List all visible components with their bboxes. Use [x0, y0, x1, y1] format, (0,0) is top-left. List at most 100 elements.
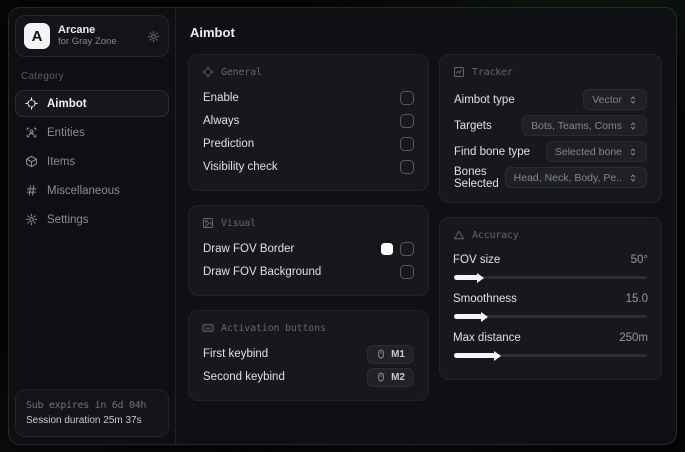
- keybind-value: M1: [391, 348, 405, 360]
- always-checkbox[interactable]: [400, 114, 414, 128]
- triangle-icon: [454, 230, 464, 240]
- max-distance-slider[interactable]: [454, 350, 647, 361]
- activation-buttons-card: Activation buttons First keybind M1 Seco…: [188, 310, 429, 401]
- setting-row-fov-border: Draw FOV Border: [202, 238, 415, 260]
- sidebar-item-label: Miscellaneous: [47, 184, 120, 197]
- sidebar-nav: Aimbot Entities Items Miscellaneous Sett…: [15, 90, 169, 233]
- first-keybind-button[interactable]: M1: [367, 344, 414, 364]
- gear-icon[interactable]: [147, 30, 160, 43]
- sub-expires-text: Sub expires in 6d 04h: [26, 400, 147, 411]
- crosshair-icon: [25, 97, 38, 110]
- enable-checkbox[interactable]: [400, 91, 414, 105]
- card-title: Accuracy: [472, 229, 519, 241]
- tracker-card: Tracker Aimbot type Vector Targets: [439, 54, 662, 203]
- setting-row-prediction: Prediction: [202, 133, 415, 155]
- keyboard-icon: [202, 324, 214, 332]
- setting-label: First keybind: [203, 348, 269, 360]
- fov-size-value: 50°: [630, 254, 648, 266]
- sidebar-item-items[interactable]: Items: [15, 148, 169, 175]
- bones-selected-dropdown[interactable]: Head, Neck, Body, Pe..: [504, 167, 647, 188]
- chevrons-up-down-icon: [630, 174, 636, 181]
- setting-row-aimbot-type: Aimbot type Vector: [453, 87, 648, 112]
- prediction-checkbox[interactable]: [400, 137, 414, 151]
- setting-row-enable: Enable: [202, 87, 415, 109]
- general-card: General Enable Always Prediction: [188, 54, 429, 191]
- session-duration-text: Session duration 25m 37s: [26, 415, 142, 426]
- setting-label: Always: [203, 115, 240, 127]
- setting-label: Find bone type: [454, 145, 531, 158]
- fov-background-checkbox[interactable]: [400, 265, 414, 279]
- dropdown-value: Head, Neck, Body, Pe..: [513, 171, 622, 184]
- brand-logo: A: [24, 23, 50, 49]
- dropdown-value: Bots, Teams, Coms: [531, 119, 622, 132]
- sidebar-item-miscellaneous[interactable]: Miscellaneous: [15, 177, 169, 204]
- setting-label: Smoothness: [453, 293, 517, 305]
- smoothness-value: 15.0: [625, 293, 648, 305]
- card-title: Visual: [221, 217, 256, 229]
- max-distance-value: 250m: [619, 332, 648, 344]
- accuracy-card: Accuracy FOV size 50°: [439, 217, 662, 380]
- fov-border-checkbox[interactable]: [400, 242, 414, 256]
- slider-fill: [454, 311, 488, 322]
- sidebar-item-entities[interactable]: Entities: [15, 119, 169, 146]
- gear-icon: [25, 213, 38, 226]
- brand-name: Arcane: [58, 24, 96, 37]
- dropdown-value: Selected bone: [554, 145, 622, 158]
- setting-row-always: Always: [202, 110, 415, 132]
- user-scan-icon: [26, 127, 37, 138]
- smoothness-setting: Smoothness 15.0: [453, 289, 648, 322]
- slider-fill: [454, 350, 502, 361]
- brand-text: Arcane for Gray Zone: [58, 24, 139, 48]
- setting-label: Enable: [203, 92, 239, 104]
- aimbot-type-dropdown[interactable]: Vector: [583, 89, 647, 110]
- setting-label: Bones Selected: [454, 165, 499, 190]
- activation-card-header: Activation buttons: [202, 322, 415, 334]
- setting-row-visibility-check: Visibility check: [202, 156, 415, 178]
- tracker-card-header: Tracker: [453, 66, 648, 78]
- visual-card-header: Visual: [202, 217, 415, 229]
- hash-icon: [26, 185, 37, 196]
- setting-label: Draw FOV Background: [203, 266, 322, 278]
- category-label: Category: [21, 71, 64, 82]
- setting-label: Max distance: [453, 332, 521, 344]
- slider-fill: [454, 272, 485, 283]
- subscription-card: Sub expires in 6d 04h Session duration 2…: [15, 389, 169, 437]
- visibility-check-checkbox[interactable]: [400, 160, 414, 174]
- dropdown-value: Vector: [592, 93, 622, 106]
- sidebar-item-aimbot[interactable]: Aimbot: [15, 90, 169, 117]
- card-title: Activation buttons: [221, 322, 326, 334]
- setting-label: Visibility check: [203, 161, 278, 173]
- setting-row-find-bone-type: Find bone type Selected bone: [453, 139, 648, 164]
- sidebar-item-label: Items: [47, 155, 76, 168]
- fov-border-color-swatch[interactable]: [381, 243, 393, 255]
- chevrons-up-down-icon: [630, 96, 636, 103]
- brand-subtitle: for Gray Zone: [58, 35, 117, 47]
- chevrons-up-down-icon: [630, 148, 636, 155]
- chevrons-up-down-icon: [630, 122, 636, 129]
- card-title: General: [221, 66, 262, 78]
- visual-card: Visual Draw FOV Border Draw FOV Backgrou…: [188, 205, 429, 296]
- keybind-value: M2: [391, 371, 405, 383]
- fov-size-slider[interactable]: [454, 272, 647, 283]
- setting-row-second-keybind: Second keybind M2: [202, 366, 415, 388]
- crosshair-icon: [202, 66, 214, 78]
- sidebar: A Arcane for Gray Zone Category Aimbot E…: [9, 8, 176, 444]
- setting-label: FOV size: [453, 254, 501, 266]
- mouse-icon: [378, 349, 384, 359]
- sidebar-item-label: Settings: [47, 213, 89, 226]
- setting-label: Second keybind: [203, 371, 285, 383]
- setting-label: Targets: [454, 119, 492, 132]
- find-bone-type-dropdown[interactable]: Selected bone: [545, 141, 647, 162]
- general-card-header: General: [202, 66, 415, 78]
- second-keybind-button[interactable]: M2: [367, 367, 414, 387]
- setting-label: Draw FOV Border: [203, 243, 295, 255]
- smoothness-slider[interactable]: [454, 311, 647, 322]
- accuracy-card-header: Accuracy: [453, 229, 648, 241]
- app-window: A Arcane for Gray Zone Category Aimbot E…: [8, 7, 677, 445]
- targets-dropdown[interactable]: Bots, Teams, Coms: [522, 115, 647, 136]
- activity-icon: [454, 67, 464, 77]
- sidebar-item-settings[interactable]: Settings: [15, 206, 169, 233]
- setting-row-targets: Targets Bots, Teams, Coms: [453, 113, 648, 138]
- setting-row-first-keybind: First keybind M1: [202, 343, 415, 365]
